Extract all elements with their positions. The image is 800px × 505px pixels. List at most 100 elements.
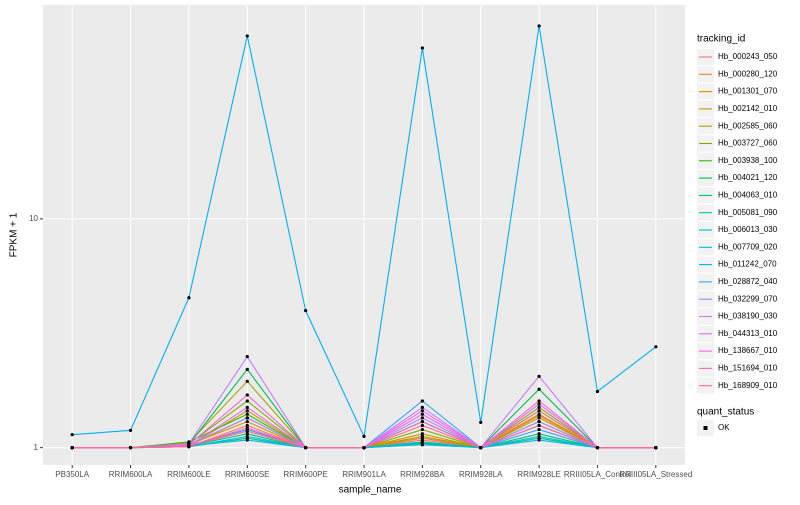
data-point bbox=[537, 427, 541, 432]
data-point bbox=[245, 423, 249, 428]
x-tick-label: RRIM901LA bbox=[342, 470, 386, 479]
data-point bbox=[537, 423, 541, 428]
data-point bbox=[128, 428, 133, 432]
y-tick-label: 10 bbox=[29, 214, 38, 223]
y-tick-label: 1 bbox=[34, 443, 39, 452]
data-point bbox=[595, 446, 600, 450]
data-point bbox=[537, 402, 541, 406]
legend-label: Hb_006013_030 bbox=[718, 225, 778, 234]
y-axis-label: FPKM + 1 bbox=[9, 212, 20, 257]
x-tick-label: RRIM600PE bbox=[283, 470, 327, 479]
data-point bbox=[420, 419, 424, 424]
data-point bbox=[537, 412, 541, 416]
data-point bbox=[245, 426, 249, 430]
data-point bbox=[537, 374, 541, 378]
x-tick-label: RRIII05LA_Stressed bbox=[619, 470, 692, 479]
data-point bbox=[420, 432, 424, 436]
data-point bbox=[304, 446, 308, 450]
x-tick-label: PB350LA bbox=[55, 470, 89, 479]
data-point bbox=[420, 405, 424, 409]
data-point bbox=[245, 432, 249, 436]
data-point bbox=[654, 446, 658, 450]
data-point bbox=[420, 434, 424, 439]
data-point bbox=[245, 412, 249, 416]
x-tick-label: RRIM600LA bbox=[109, 470, 153, 479]
data-point bbox=[245, 419, 249, 424]
data-point bbox=[537, 432, 541, 436]
data-point bbox=[420, 440, 424, 444]
data-point bbox=[595, 389, 600, 394]
legend-label: Hb_003727_060 bbox=[718, 139, 778, 148]
data-point bbox=[654, 345, 658, 349]
data-point bbox=[537, 416, 541, 420]
data-point bbox=[537, 24, 541, 28]
x-tick-label: RRIM928BA bbox=[400, 470, 445, 479]
data-point bbox=[245, 393, 249, 397]
data-point bbox=[537, 405, 541, 409]
data-point bbox=[187, 444, 191, 448]
data-point bbox=[537, 434, 541, 439]
legend-label: Hb_002585_060 bbox=[718, 121, 778, 130]
legend-label: Hb_004063_010 bbox=[718, 191, 778, 200]
data-point bbox=[362, 446, 366, 450]
data-point bbox=[245, 367, 249, 371]
data-point bbox=[245, 399, 249, 403]
legend-label: Hb_032299_070 bbox=[718, 294, 778, 303]
data-point bbox=[245, 438, 249, 442]
legend-label: Hb_044313_010 bbox=[718, 329, 778, 338]
data-point bbox=[420, 443, 424, 447]
data-point bbox=[420, 399, 424, 403]
data-point bbox=[420, 409, 424, 413]
legend-label: Hb_001301_070 bbox=[718, 87, 778, 96]
legend-label: Hb_000280_120 bbox=[718, 69, 778, 78]
data-point bbox=[420, 427, 424, 432]
data-point bbox=[362, 434, 366, 439]
legend-label: Hb_000243_050 bbox=[718, 52, 778, 61]
legend-label: Hb_005081_090 bbox=[718, 208, 778, 217]
x-tick-label: RRIM928LA bbox=[459, 470, 503, 479]
x-tick-label: RRIM600LE bbox=[167, 470, 211, 479]
data-point bbox=[128, 446, 133, 450]
data-point bbox=[245, 429, 249, 433]
legend-title: quant_status bbox=[697, 407, 754, 418]
legend-label: Hb_007709_020 bbox=[718, 242, 778, 251]
x-tick-label: RRIM600SE bbox=[225, 470, 269, 479]
x-axis-label: sample_name bbox=[339, 485, 402, 496]
legend-label: Hb_003938_100 bbox=[718, 156, 778, 165]
legend-shape bbox=[703, 426, 708, 430]
legend-label: OK bbox=[718, 423, 730, 432]
data-point bbox=[245, 355, 249, 359]
data-point bbox=[245, 434, 249, 439]
legend-label: Hb_168909_010 bbox=[718, 381, 778, 390]
legend-label: Hb_002142_010 bbox=[718, 104, 778, 113]
data-point bbox=[537, 419, 541, 424]
legend-label: Hb_011242_070 bbox=[718, 260, 777, 269]
legend-label: Hb_028872_040 bbox=[718, 277, 778, 286]
legend-label: Hb_004021_120 bbox=[718, 173, 778, 182]
data-point bbox=[420, 46, 424, 50]
data-point bbox=[304, 309, 308, 313]
data-point bbox=[245, 405, 249, 409]
data-point bbox=[537, 399, 541, 403]
data-point bbox=[70, 446, 74, 450]
data-point bbox=[479, 446, 483, 450]
data-point bbox=[245, 379, 249, 383]
data-point bbox=[420, 412, 424, 416]
data-point bbox=[245, 409, 249, 413]
data-point bbox=[245, 34, 249, 38]
legend-title: tracking_id bbox=[697, 34, 745, 45]
legend-label: Hb_138667_010 bbox=[718, 346, 778, 355]
data-point bbox=[537, 438, 541, 442]
data-point bbox=[537, 409, 541, 413]
data-point bbox=[537, 387, 541, 391]
data-point bbox=[70, 433, 74, 437]
x-tick-label: RRIII05LA_Control bbox=[564, 470, 631, 479]
x-tick-label: RRIM928LE bbox=[517, 470, 561, 479]
data-point bbox=[245, 416, 249, 420]
legend-label: Hb_151694_010 bbox=[718, 364, 778, 373]
data-point bbox=[187, 296, 191, 300]
data-point bbox=[420, 416, 424, 420]
legend-label: Hb_038190_030 bbox=[718, 312, 778, 321]
data-point bbox=[420, 423, 424, 428]
